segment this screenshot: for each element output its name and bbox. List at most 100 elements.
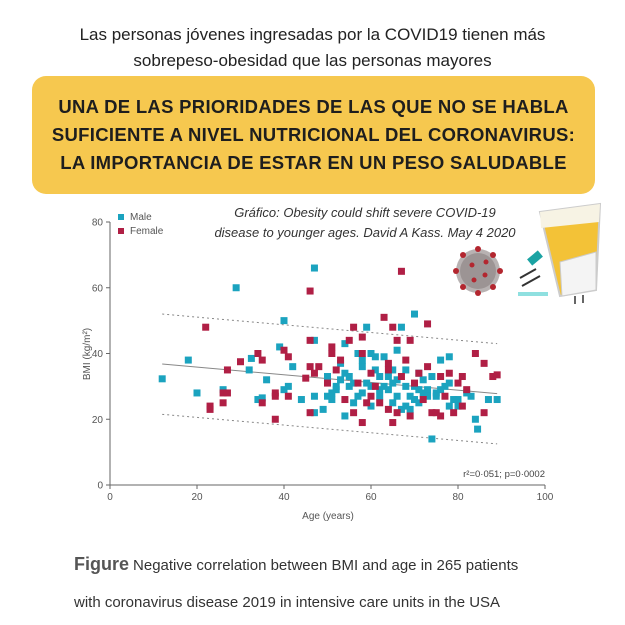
point-female (402, 356, 410, 364)
banner-line-1: UNA DE LAS PRIORIDADES DE LAS QUE NO SE … (58, 96, 569, 117)
point-male (411, 396, 418, 404)
y-axis-label: BMI (kg/m²) (82, 328, 93, 380)
point-female (489, 373, 497, 381)
point-male (358, 389, 366, 397)
point-male (441, 382, 449, 390)
point-male (289, 363, 297, 371)
point-female (463, 386, 471, 394)
point-female (328, 350, 336, 357)
point-male (450, 396, 458, 404)
point-female (424, 363, 432, 371)
point-male (411, 310, 418, 318)
point-male (367, 402, 375, 410)
point-male (424, 392, 432, 400)
point-male (428, 435, 436, 443)
point-female (354, 379, 362, 387)
point-female (363, 399, 371, 407)
chart-source-credit: Gráfico: Obesity could shift severe COVI… (190, 203, 540, 243)
point-male (328, 389, 336, 397)
point-female (206, 405, 214, 413)
point-female (302, 374, 310, 382)
x-tick-label: 100 (537, 492, 554, 503)
point-male (337, 376, 345, 384)
point-male (445, 353, 453, 361)
point-female (271, 392, 279, 400)
point-female (384, 366, 392, 374)
coronavirus-icon (453, 246, 503, 296)
point-female (350, 323, 358, 331)
point-female (389, 419, 397, 427)
point-male (376, 373, 384, 381)
point-male (402, 366, 410, 374)
point-male (245, 366, 253, 374)
y-tick-label: 40 (92, 349, 104, 360)
point-male (363, 323, 371, 331)
point-male (367, 382, 375, 390)
headline: Las personas jóvenes ingresadas por la C… (0, 22, 625, 74)
point-male (384, 386, 392, 394)
point-female (258, 356, 266, 364)
legend-swatch-male (118, 214, 124, 220)
point-female (258, 399, 266, 407)
point-male (474, 425, 482, 433)
point-male (454, 402, 462, 410)
point-female (237, 358, 244, 366)
legend-label-female: Female (130, 226, 164, 237)
point-male (384, 373, 392, 381)
banner-line-3: LA IMPORTANCIA DE ESTAR EN UN PESO SALUD… (60, 152, 567, 173)
point-male (445, 379, 453, 387)
point-female (337, 356, 345, 364)
point-male (376, 392, 384, 400)
point-male (280, 386, 288, 394)
x-axis-label: Age (years) (302, 511, 354, 522)
point-female (432, 409, 440, 417)
point-male (263, 376, 271, 384)
point-male (258, 394, 266, 402)
point-female (324, 379, 331, 387)
point-female (341, 396, 349, 404)
point-female (284, 353, 292, 361)
point-male (247, 354, 255, 362)
point-male (428, 373, 436, 381)
point-male (184, 356, 192, 364)
point-female (219, 389, 227, 397)
point-female (280, 346, 288, 354)
point-male (415, 399, 423, 407)
point-male (310, 336, 318, 344)
legend: Male Female (118, 212, 164, 237)
x-tick-label: 0 (107, 492, 113, 503)
point-female (480, 359, 488, 367)
headline-line-1: Las personas jóvenes ingresadas por la C… (79, 25, 546, 44)
credit-line-1: Gráfico: Obesity could shift severe COVI… (234, 205, 496, 220)
point-male (354, 350, 362, 357)
point-male (471, 415, 479, 423)
point-female (345, 336, 353, 344)
point-male (402, 382, 410, 390)
point-male (389, 399, 397, 407)
scientist-glass-microscope-icon (518, 202, 602, 304)
point-female (406, 336, 414, 344)
point-male (419, 376, 427, 384)
point-male (397, 323, 405, 331)
point-male (232, 284, 240, 292)
point-female (223, 389, 231, 397)
point-female (419, 396, 427, 404)
point-male (406, 405, 414, 413)
point-male (406, 392, 414, 400)
point-female (393, 409, 401, 417)
point-male (332, 382, 340, 390)
point-female (306, 336, 314, 344)
point-female (202, 323, 210, 331)
figure-caption-line-2: with coronavirus disease 2019 in intensi… (74, 594, 500, 611)
y-tick-label: 20 (92, 415, 104, 426)
point-female (376, 399, 384, 407)
x-tick-label: 80 (452, 492, 464, 503)
y-tick-label: 0 (97, 481, 103, 492)
point-male (350, 399, 358, 407)
point-male (393, 376, 401, 384)
point-female (223, 366, 231, 374)
point-female (389, 323, 397, 331)
point-female (441, 392, 449, 400)
point-female (397, 267, 405, 275)
